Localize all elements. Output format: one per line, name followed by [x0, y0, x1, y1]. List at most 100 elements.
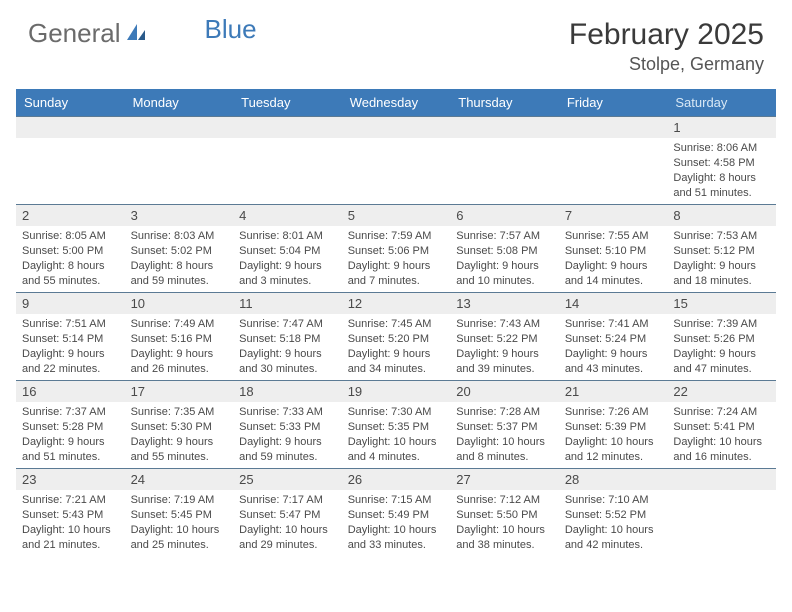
day-cell: 21Sunrise: 7:26 AMSunset: 5:39 PMDayligh…: [559, 381, 668, 469]
day-number: 25: [233, 469, 342, 490]
day-details: Sunrise: 7:21 AMSunset: 5:43 PMDaylight:…: [16, 490, 125, 555]
day-number: 5: [342, 205, 451, 226]
day-number: 28: [559, 469, 668, 490]
day-cell: 7Sunrise: 7:55 AMSunset: 5:10 PMDaylight…: [559, 205, 668, 293]
day-number: 19: [342, 381, 451, 402]
day-number: 23: [16, 469, 125, 490]
day-number: [667, 469, 776, 490]
day-cell: 5Sunrise: 7:59 AMSunset: 5:06 PMDaylight…: [342, 205, 451, 293]
day-cell: 17Sunrise: 7:35 AMSunset: 5:30 PMDayligh…: [125, 381, 234, 469]
day-number: [125, 117, 234, 138]
day-cell: [559, 117, 668, 205]
day-details: Sunrise: 7:47 AMSunset: 5:18 PMDaylight:…: [233, 314, 342, 379]
day-cell: 19Sunrise: 7:30 AMSunset: 5:35 PMDayligh…: [342, 381, 451, 469]
day-number: 13: [450, 293, 559, 314]
day-details: Sunrise: 7:57 AMSunset: 5:08 PMDaylight:…: [450, 226, 559, 291]
day-number: [450, 117, 559, 138]
logo-sail-icon: [125, 18, 147, 49]
day-details: Sunrise: 7:41 AMSunset: 5:24 PMDaylight:…: [559, 314, 668, 379]
day-number: 14: [559, 293, 668, 314]
day-cell: 27Sunrise: 7:12 AMSunset: 5:50 PMDayligh…: [450, 469, 559, 557]
day-cell: [450, 117, 559, 205]
weekday-header: Saturday: [667, 89, 776, 117]
weekday-header: Friday: [559, 89, 668, 117]
day-cell: [233, 117, 342, 205]
day-number: 11: [233, 293, 342, 314]
day-cell: [125, 117, 234, 205]
day-cell: [342, 117, 451, 205]
day-number: 8: [667, 205, 776, 226]
day-number: 3: [125, 205, 234, 226]
day-number: 27: [450, 469, 559, 490]
day-details: Sunrise: 7:24 AMSunset: 5:41 PMDaylight:…: [667, 402, 776, 467]
day-cell: 26Sunrise: 7:15 AMSunset: 5:49 PMDayligh…: [342, 469, 451, 557]
day-cell: 25Sunrise: 7:17 AMSunset: 5:47 PMDayligh…: [233, 469, 342, 557]
day-number: [342, 117, 451, 138]
day-number: [16, 117, 125, 138]
day-number: 26: [342, 469, 451, 490]
day-details: Sunrise: 8:01 AMSunset: 5:04 PMDaylight:…: [233, 226, 342, 291]
day-number: 7: [559, 205, 668, 226]
day-details: Sunrise: 8:06 AMSunset: 4:58 PMDaylight:…: [667, 138, 776, 203]
calendar-body: 1Sunrise: 8:06 AMSunset: 4:58 PMDaylight…: [16, 117, 776, 557]
day-details: Sunrise: 8:03 AMSunset: 5:02 PMDaylight:…: [125, 226, 234, 291]
day-cell: 18Sunrise: 7:33 AMSunset: 5:33 PMDayligh…: [233, 381, 342, 469]
day-number: 9: [16, 293, 125, 314]
day-number: 18: [233, 381, 342, 402]
day-details: Sunrise: 7:37 AMSunset: 5:28 PMDaylight:…: [16, 402, 125, 467]
day-number: 6: [450, 205, 559, 226]
day-number: 10: [125, 293, 234, 314]
day-cell: [667, 469, 776, 557]
day-number: 16: [16, 381, 125, 402]
day-cell: 15Sunrise: 7:39 AMSunset: 5:26 PMDayligh…: [667, 293, 776, 381]
header: General Blue February 2025 Stolpe, Germa…: [0, 0, 792, 81]
day-number: 17: [125, 381, 234, 402]
day-number: [233, 117, 342, 138]
day-number: 15: [667, 293, 776, 314]
calendar-table: Sunday Monday Tuesday Wednesday Thursday…: [16, 89, 776, 557]
day-details: Sunrise: 7:19 AMSunset: 5:45 PMDaylight:…: [125, 490, 234, 555]
day-number: 4: [233, 205, 342, 226]
logo-text-gray: General: [28, 18, 121, 49]
day-details: Sunrise: 7:59 AMSunset: 5:06 PMDaylight:…: [342, 226, 451, 291]
day-cell: 3Sunrise: 8:03 AMSunset: 5:02 PMDaylight…: [125, 205, 234, 293]
day-details: Sunrise: 7:43 AMSunset: 5:22 PMDaylight:…: [450, 314, 559, 379]
title-block: February 2025 Stolpe, Germany: [569, 18, 764, 75]
weekday-header: Sunday: [16, 89, 125, 117]
day-details: Sunrise: 7:26 AMSunset: 5:39 PMDaylight:…: [559, 402, 668, 467]
logo: General Blue: [28, 18, 257, 49]
day-cell: 4Sunrise: 8:01 AMSunset: 5:04 PMDaylight…: [233, 205, 342, 293]
day-cell: 13Sunrise: 7:43 AMSunset: 5:22 PMDayligh…: [450, 293, 559, 381]
day-number: 22: [667, 381, 776, 402]
day-cell: 8Sunrise: 7:53 AMSunset: 5:12 PMDaylight…: [667, 205, 776, 293]
weekday-header: Wednesday: [342, 89, 451, 117]
day-details: Sunrise: 7:55 AMSunset: 5:10 PMDaylight:…: [559, 226, 668, 291]
day-details: Sunrise: 7:49 AMSunset: 5:16 PMDaylight:…: [125, 314, 234, 379]
day-cell: 16Sunrise: 7:37 AMSunset: 5:28 PMDayligh…: [16, 381, 125, 469]
day-cell: 12Sunrise: 7:45 AMSunset: 5:20 PMDayligh…: [342, 293, 451, 381]
day-details: Sunrise: 7:35 AMSunset: 5:30 PMDaylight:…: [125, 402, 234, 467]
day-details: Sunrise: 8:05 AMSunset: 5:00 PMDaylight:…: [16, 226, 125, 291]
day-number: 12: [342, 293, 451, 314]
day-details: Sunrise: 7:10 AMSunset: 5:52 PMDaylight:…: [559, 490, 668, 555]
day-details: Sunrise: 7:30 AMSunset: 5:35 PMDaylight:…: [342, 402, 451, 467]
day-cell: 22Sunrise: 7:24 AMSunset: 5:41 PMDayligh…: [667, 381, 776, 469]
day-details: Sunrise: 7:28 AMSunset: 5:37 PMDaylight:…: [450, 402, 559, 467]
day-cell: 6Sunrise: 7:57 AMSunset: 5:08 PMDaylight…: [450, 205, 559, 293]
day-cell: 11Sunrise: 7:47 AMSunset: 5:18 PMDayligh…: [233, 293, 342, 381]
weekday-header: Monday: [125, 89, 234, 117]
logo-text-blue: Blue: [205, 14, 257, 45]
day-cell: 23Sunrise: 7:21 AMSunset: 5:43 PMDayligh…: [16, 469, 125, 557]
weekday-header: Tuesday: [233, 89, 342, 117]
day-cell: 14Sunrise: 7:41 AMSunset: 5:24 PMDayligh…: [559, 293, 668, 381]
day-details: Sunrise: 7:33 AMSunset: 5:33 PMDaylight:…: [233, 402, 342, 467]
day-number: 20: [450, 381, 559, 402]
day-number: 2: [16, 205, 125, 226]
day-details: Sunrise: 7:12 AMSunset: 5:50 PMDaylight:…: [450, 490, 559, 555]
day-cell: 1Sunrise: 8:06 AMSunset: 4:58 PMDaylight…: [667, 117, 776, 205]
day-number: 21: [559, 381, 668, 402]
day-details: Sunrise: 7:51 AMSunset: 5:14 PMDaylight:…: [16, 314, 125, 379]
day-number: 1: [667, 117, 776, 138]
day-number: [559, 117, 668, 138]
day-details: Sunrise: 7:39 AMSunset: 5:26 PMDaylight:…: [667, 314, 776, 379]
